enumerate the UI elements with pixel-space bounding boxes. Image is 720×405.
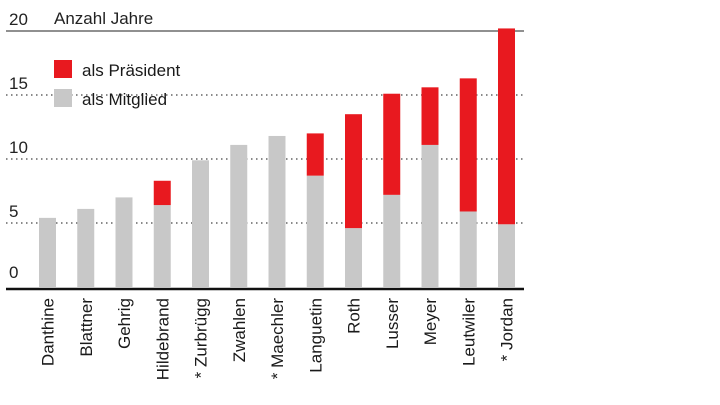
bar-president-11 [459, 78, 477, 212]
bar-member-6 [268, 135, 286, 287]
x-tick-label: Blattner [77, 298, 96, 357]
bar-president-7 [306, 133, 324, 176]
gridlines [6, 30, 524, 224]
bar-member-3 [153, 205, 171, 287]
legend-swatch-president [54, 60, 72, 78]
bar-member-1 [77, 208, 95, 287]
x-tick-label: Leutwiler [459, 298, 478, 366]
bar-president-8 [345, 114, 362, 229]
y-tick-label: 10 [9, 138, 28, 157]
x-tick-label: * Maechler [268, 298, 287, 380]
y-tick-label: 0 [9, 263, 18, 282]
bar-president-10 [421, 87, 439, 145]
x-tick-label: Languetin [306, 298, 325, 373]
y-axis-ticks: 0 5 10 15 20 [9, 10, 28, 282]
x-tick-label: Lusser [383, 298, 402, 349]
bar-member-11 [459, 211, 477, 287]
legend-swatch-member [54, 89, 72, 107]
y-tick-label: 15 [9, 74, 28, 93]
x-tick-label: Roth [345, 298, 364, 334]
bar-member-0 [39, 217, 56, 287]
bar-member-4 [192, 160, 209, 287]
x-axis-labels: Danthine Blattner Gehrig Hildebrand * Zurbrü… [39, 298, 517, 381]
bar-member-8 [345, 228, 362, 287]
bars [39, 28, 515, 287]
chart-title: Anzahl Jahre [54, 9, 153, 28]
x-tick-label: Meyer [421, 298, 440, 346]
bar-member-5 [230, 144, 248, 287]
x-tick-label: * Jordan [498, 298, 517, 361]
legend: als Präsident als Mitglied [54, 60, 181, 109]
bar-president-9 [383, 93, 401, 195]
bar-member-7 [306, 175, 324, 287]
bar-president-12 [498, 28, 515, 225]
legend-label-member: als Mitglied [82, 90, 167, 109]
x-tick-label: * Zurbrügg [192, 298, 211, 378]
bar-member-2 [115, 197, 133, 287]
bar-member-9 [383, 194, 401, 287]
x-tick-label: Danthine [39, 298, 58, 366]
x-tick-label: Gehrig [115, 298, 134, 349]
x-tick-label: Hildebrand [153, 298, 172, 380]
bar-member-10 [421, 144, 439, 287]
x-tick-label: Zwahlen [230, 298, 249, 362]
legend-label-president: als Präsident [82, 61, 181, 80]
y-tick-label: 5 [9, 202, 18, 221]
bar-president-3 [153, 180, 171, 206]
bar-member-12 [498, 224, 515, 287]
y-tick-label: 20 [9, 10, 28, 29]
